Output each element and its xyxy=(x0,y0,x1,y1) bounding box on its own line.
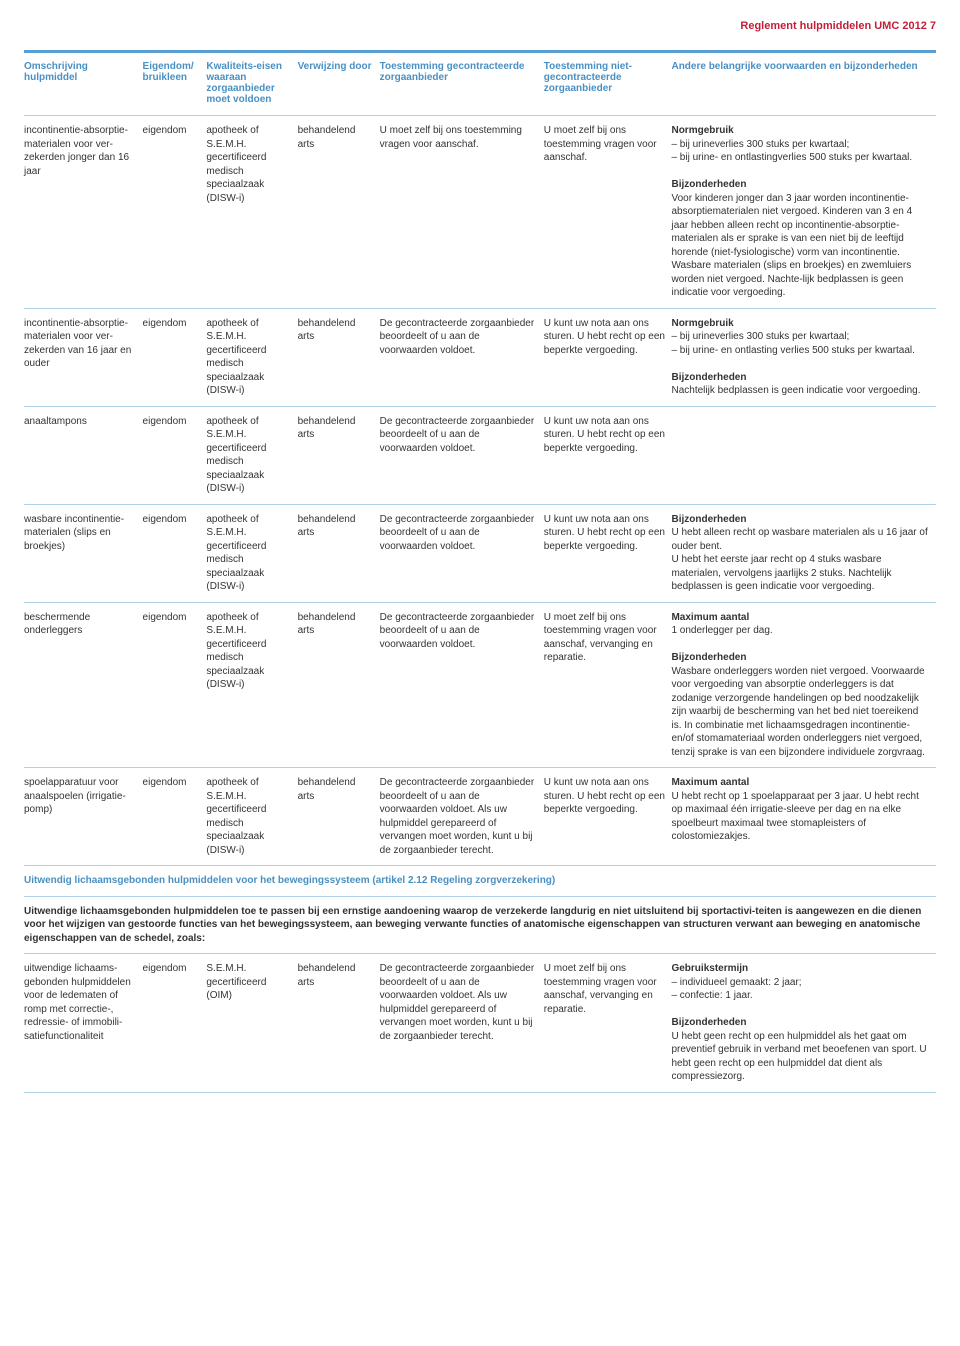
cell: U kunt uw nota aan ons sturen. U hebt re… xyxy=(544,406,672,504)
table-row: beschermende onderleggerseigendomapothee… xyxy=(24,602,936,768)
cell xyxy=(671,406,936,504)
section-desc: Uitwendige lichaamsgebonden hulpmiddelen… xyxy=(24,896,936,954)
cell: U kunt uw nota aan ons sturen. U hebt re… xyxy=(544,504,672,602)
cell: U moet zelf bij ons toestemming vragen v… xyxy=(380,116,544,309)
cell: eigendom xyxy=(143,602,207,768)
cell: U moet zelf bij ons toestemming vragen v… xyxy=(544,602,672,768)
table-row: incontinentie-absorptie-materialen voor … xyxy=(24,308,936,406)
cell: Gebruikstermijn– individueel gemaakt: 2 … xyxy=(671,954,936,1093)
cell: De gecontracteerde zorgaanbieder beoorde… xyxy=(380,954,544,1093)
cell: eigendom xyxy=(143,768,207,866)
cell: apotheek of S.E.M.H. gecertificeerd medi… xyxy=(206,116,297,309)
cell: apotheek of S.E.M.H. gecertificeerd medi… xyxy=(206,602,297,768)
cell: Normgebruik– bij urineverlies 300 stuks … xyxy=(671,308,936,406)
cell: anaaltampons xyxy=(24,406,143,504)
cell: beschermende onderleggers xyxy=(24,602,143,768)
table-row: wasbare incontinentie-materialen (slips … xyxy=(24,504,936,602)
col-header: Andere belangrijke voorwaarden en bijzon… xyxy=(671,53,936,116)
cell: behandelend arts xyxy=(298,308,380,406)
cell: behandelend arts xyxy=(298,116,380,309)
cell: De gecontracteerde zorgaanbieder beoorde… xyxy=(380,602,544,768)
cell: U moet zelf bij ons toestemming vragen v… xyxy=(544,116,672,309)
cell: eigendom xyxy=(143,308,207,406)
cell: apotheek of S.E.M.H. gecertificeerd medi… xyxy=(206,768,297,866)
cell: apotheek of S.E.M.H. gecertificeerd medi… xyxy=(206,406,297,504)
table-row: uitwendige lichaams-gebonden hulpmiddele… xyxy=(24,954,936,1093)
table-header-row: Omschrijving hulpmiddel Eigendom/ bruikl… xyxy=(24,53,936,116)
cell: behandelend arts xyxy=(298,954,380,1093)
cell: S.E.M.H. gecertificeerd (OIM) xyxy=(206,954,297,1093)
table-row: incontinentie-absorptie-materialen voor … xyxy=(24,116,936,309)
col-header: Omschrijving hulpmiddel xyxy=(24,53,143,116)
cell: eigendom xyxy=(143,954,207,1093)
col-header: Toestemming niet-gecontracteerde zorgaan… xyxy=(544,53,672,116)
table-row: anaaltamponseigendomapotheek of S.E.M.H.… xyxy=(24,406,936,504)
cell: behandelend arts xyxy=(298,406,380,504)
cell: spoelapparatuur voor anaalspoelen (irrig… xyxy=(24,768,143,866)
cell: behandelend arts xyxy=(298,602,380,768)
cell: De gecontracteerde zorgaanbieder beoorde… xyxy=(380,308,544,406)
cell: BijzonderhedenU hebt alleen recht op was… xyxy=(671,504,936,602)
cell: U kunt uw nota aan ons sturen. U hebt re… xyxy=(544,768,672,866)
table-row: spoelapparatuur voor anaalspoelen (irrig… xyxy=(24,768,936,866)
cell: behandelend arts xyxy=(298,768,380,866)
cell: behandelend arts xyxy=(298,504,380,602)
cell: U moet zelf bij ons toestemming vragen v… xyxy=(544,954,672,1093)
cell: Maximum aantalU hebt recht op 1 spoelapp… xyxy=(671,768,936,866)
hulpmiddelen-table: Omschrijving hulpmiddel Eigendom/ bruikl… xyxy=(24,53,936,1093)
page-header: Reglement hulpmiddelen UMC 2012 7 xyxy=(24,20,936,32)
section-desc-row: Uitwendige lichaamsgebonden hulpmiddelen… xyxy=(24,896,936,954)
cell: De gecontracteerde zorgaanbieder beoorde… xyxy=(380,768,544,866)
cell: Maximum aantal1 onderlegger per dag.Bijz… xyxy=(671,602,936,768)
cell: U kunt uw nota aan ons sturen. U hebt re… xyxy=(544,308,672,406)
cell: eigendom xyxy=(143,406,207,504)
cell: apotheek of S.E.M.H. gecertificeerd medi… xyxy=(206,308,297,406)
cell: uitwendige lichaams-gebonden hulpmiddele… xyxy=(24,954,143,1093)
cell: eigendom xyxy=(143,504,207,602)
cell: incontinentie-absorptie-materialen voor … xyxy=(24,116,143,309)
cell: wasbare incontinentie-materialen (slips … xyxy=(24,504,143,602)
cell: apotheek of S.E.M.H. gecertificeerd medi… xyxy=(206,504,297,602)
cell: incontinentie-absorptie-materialen voor … xyxy=(24,308,143,406)
cell: De gecontracteerde zorgaanbieder beoorde… xyxy=(380,406,544,504)
col-header: Toestemming gecontracteerde zorgaanbiede… xyxy=(380,53,544,116)
col-header: Kwaliteits-eisen waaraan zorgaanbieder m… xyxy=(206,53,297,116)
section-title-row: Uitwendig lichaamsgebonden hulpmiddelen … xyxy=(24,866,936,897)
section-title: Uitwendig lichaamsgebonden hulpmiddelen … xyxy=(24,866,936,897)
cell: De gecontracteerde zorgaanbieder beoorde… xyxy=(380,504,544,602)
cell: Normgebruik– bij urineverlies 300 stuks … xyxy=(671,116,936,309)
cell: eigendom xyxy=(143,116,207,309)
col-header: Eigendom/ bruikleen xyxy=(143,53,207,116)
col-header: Verwijzing door xyxy=(298,53,380,116)
